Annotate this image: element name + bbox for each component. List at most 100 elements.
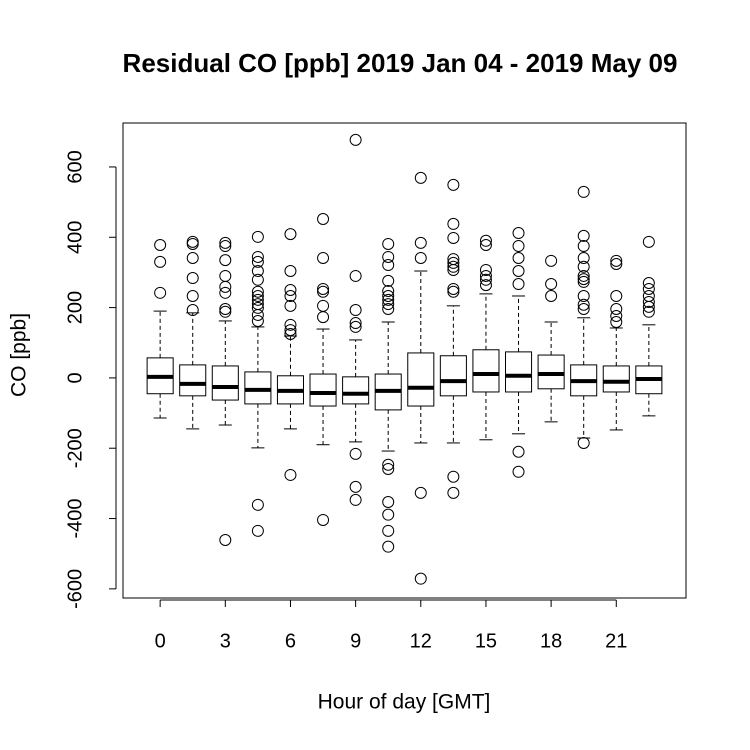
outlier bbox=[447, 470, 460, 483]
outlier bbox=[447, 231, 460, 244]
outlier bbox=[512, 265, 525, 278]
outlier bbox=[447, 178, 460, 191]
outlier bbox=[382, 540, 395, 553]
box bbox=[309, 373, 337, 407]
outlier bbox=[251, 273, 264, 286]
outlier bbox=[382, 250, 395, 263]
x-axis-label: Hour of day [GMT] bbox=[318, 691, 491, 714]
outlier bbox=[479, 273, 492, 286]
outlier bbox=[577, 302, 590, 315]
outlier bbox=[512, 278, 525, 291]
outlier bbox=[382, 462, 395, 475]
outlier bbox=[512, 465, 525, 478]
box bbox=[505, 351, 533, 393]
outlier bbox=[382, 508, 395, 521]
x-tick-label: 15 bbox=[475, 630, 497, 652]
outlier bbox=[186, 237, 199, 250]
box bbox=[407, 352, 435, 407]
outlier bbox=[382, 237, 395, 250]
outlier bbox=[251, 265, 264, 278]
plot-frame bbox=[122, 122, 687, 599]
y-tick-label: -200 bbox=[64, 428, 86, 468]
outlier bbox=[577, 252, 590, 265]
outlier bbox=[577, 273, 590, 286]
outlier bbox=[610, 257, 623, 270]
outlier bbox=[154, 286, 167, 299]
outlier bbox=[251, 524, 264, 537]
outlier bbox=[414, 486, 427, 499]
outlier bbox=[349, 304, 362, 317]
outlier bbox=[251, 255, 264, 268]
outlier bbox=[545, 254, 558, 267]
y-axis-label: CO [ppb] bbox=[8, 313, 31, 397]
outlier bbox=[577, 269, 590, 282]
x-tick-label: 6 bbox=[285, 630, 296, 652]
outlier bbox=[545, 278, 558, 291]
outlier bbox=[251, 250, 264, 263]
outlier bbox=[219, 302, 232, 315]
box bbox=[179, 364, 207, 397]
x-tick-label: 9 bbox=[350, 630, 361, 652]
y-tick-label: 600 bbox=[64, 150, 86, 183]
outlier bbox=[577, 229, 590, 242]
outlier bbox=[577, 275, 590, 288]
outlier bbox=[186, 289, 199, 302]
outlier bbox=[577, 289, 590, 302]
outlier bbox=[251, 285, 264, 298]
outlier bbox=[577, 185, 590, 198]
outlier bbox=[317, 212, 330, 225]
outlier bbox=[577, 260, 590, 273]
outlier bbox=[186, 272, 199, 285]
outlier bbox=[577, 436, 590, 449]
outlier bbox=[251, 301, 264, 314]
outlier bbox=[642, 235, 655, 248]
outlier bbox=[219, 280, 232, 293]
outlier bbox=[317, 282, 330, 295]
outlier bbox=[447, 285, 460, 298]
box bbox=[211, 365, 239, 401]
outlier bbox=[154, 239, 167, 252]
outlier bbox=[479, 234, 492, 247]
outlier bbox=[284, 265, 297, 278]
outlier bbox=[251, 289, 264, 302]
outlier bbox=[610, 310, 623, 323]
outlier bbox=[479, 269, 492, 282]
outlier bbox=[642, 295, 655, 308]
outlier bbox=[284, 289, 297, 302]
outlier bbox=[284, 284, 297, 297]
outlier bbox=[349, 480, 362, 493]
outlier bbox=[447, 260, 460, 273]
outlier bbox=[382, 458, 395, 471]
outlier bbox=[317, 252, 330, 265]
outlier bbox=[414, 236, 427, 249]
outlier bbox=[251, 293, 264, 306]
outlier bbox=[284, 228, 297, 241]
outlier bbox=[349, 317, 362, 330]
outlier bbox=[610, 254, 623, 267]
outlier bbox=[382, 298, 395, 311]
outlier bbox=[512, 240, 525, 253]
outlier bbox=[317, 311, 330, 324]
chart-title: Residual CO [ppb] 2019 Jan 04 - 2019 May… bbox=[123, 48, 678, 78]
outlier bbox=[447, 282, 460, 295]
outlier bbox=[219, 236, 232, 249]
outlier bbox=[577, 298, 590, 311]
outlier bbox=[382, 293, 395, 306]
outlier bbox=[382, 496, 395, 509]
outlier bbox=[349, 320, 362, 333]
outlier bbox=[512, 445, 525, 458]
outlier bbox=[512, 252, 525, 265]
outlier bbox=[414, 572, 427, 585]
outlier bbox=[219, 286, 232, 299]
box bbox=[342, 376, 370, 405]
x-tick-label: 3 bbox=[220, 630, 231, 652]
outlier bbox=[414, 171, 427, 184]
outlier bbox=[382, 285, 395, 298]
outlier bbox=[382, 289, 395, 302]
box bbox=[537, 354, 565, 390]
outlier bbox=[642, 276, 655, 289]
outlier bbox=[251, 230, 264, 243]
outlier bbox=[349, 493, 362, 506]
outlier bbox=[317, 299, 330, 312]
